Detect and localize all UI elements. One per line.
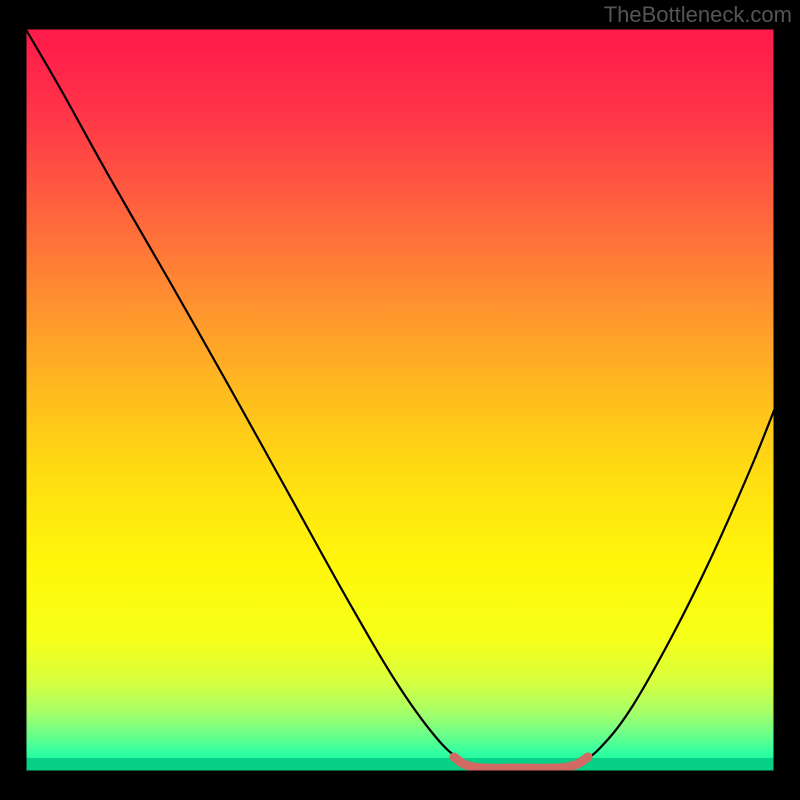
attribution-label: TheBottleneck.com [604, 2, 792, 28]
gradient-background [25, 28, 775, 772]
bottom-band [25, 758, 775, 772]
chart-stage: TheBottleneck.com [0, 0, 800, 800]
bottleneck-chart [0, 0, 800, 800]
